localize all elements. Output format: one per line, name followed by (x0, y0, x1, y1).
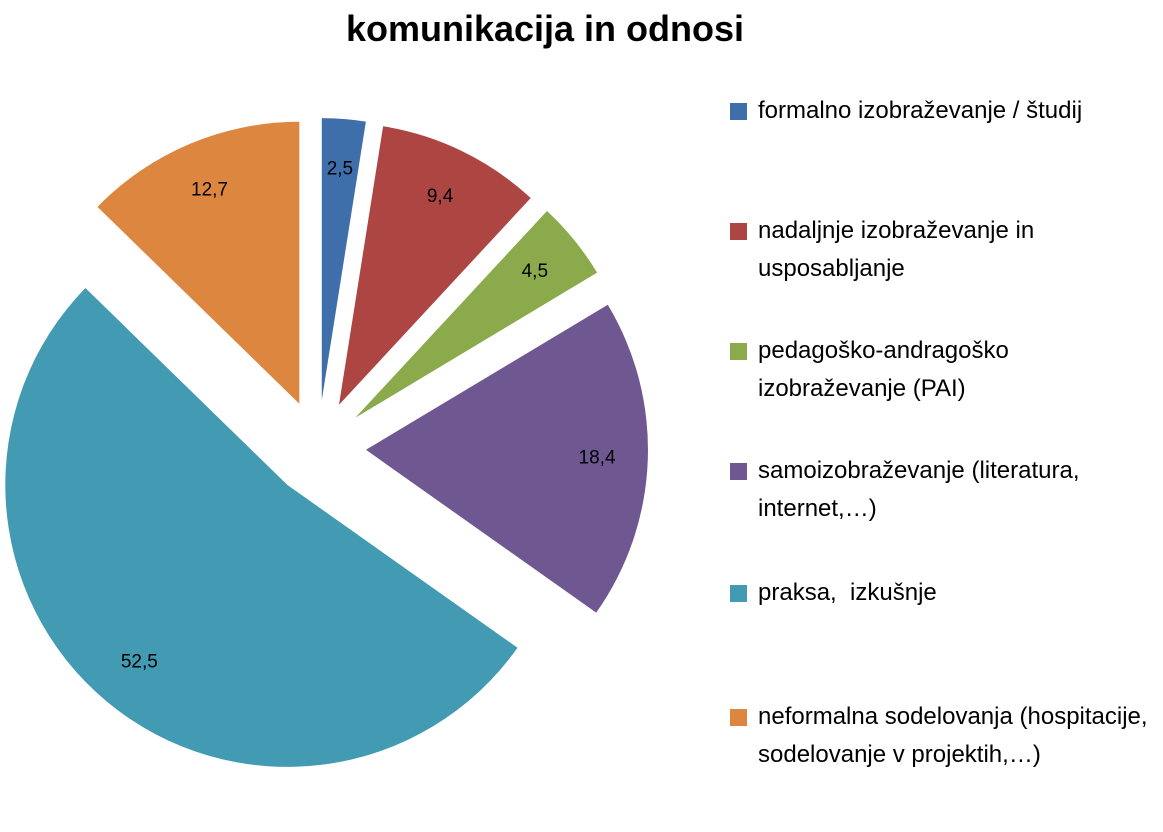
legend-item: nadaljnje izobraževanje in usposabljanje (730, 212, 1160, 288)
legend-swatch (730, 343, 747, 360)
pie-slice (355, 210, 598, 418)
data-label: 52,5 (121, 652, 158, 673)
pie-chart: 2,5 9,4 4,5 18,4 52,5 12,7 (5, 118, 648, 767)
pie-slice (365, 304, 648, 613)
chart-title: komunikacija in odnosi (345, 8, 745, 49)
legend-swatch (730, 463, 747, 480)
legend-label: pedagoško-andragoško izobraževanje (PAI) (758, 337, 1016, 402)
legend-swatch (730, 709, 747, 726)
legend-swatch (730, 585, 747, 602)
legend-item: praksa, izkušnje (730, 574, 1160, 612)
data-label: 2,5 (327, 159, 353, 180)
legend-item: samoizobraževanje (literatura, internet,… (730, 452, 1160, 528)
legend-label: formalno izobraževanje / študij (758, 97, 1083, 124)
legend-item: neformalna sodelovanja (hospitacije, sod… (730, 698, 1160, 774)
legend-swatch (730, 103, 747, 120)
data-label: 12,7 (191, 180, 228, 201)
data-label: 9,4 (427, 186, 454, 207)
legend-label: praksa, izkušnje (758, 579, 937, 606)
legend-label: samoizobraževanje (literatura, internet,… (758, 457, 1087, 522)
pie-slice (338, 126, 531, 405)
pie-slice (97, 121, 300, 404)
legend-item: pedagoško-andragoško izobraževanje (PAI) (730, 332, 1160, 408)
data-label: 4,5 (522, 261, 548, 282)
pie-slice (321, 118, 366, 401)
legend-item: formalno izobraževanje / študij (730, 92, 1160, 130)
data-label: 18,4 (579, 448, 616, 469)
legend-swatch (730, 223, 747, 240)
legend-label: nadaljnje izobraževanje in usposabljanje (758, 217, 1041, 282)
pie-slice (5, 288, 518, 767)
legend-label: neformalna sodelovanja (hospitacije, sod… (758, 703, 1155, 768)
